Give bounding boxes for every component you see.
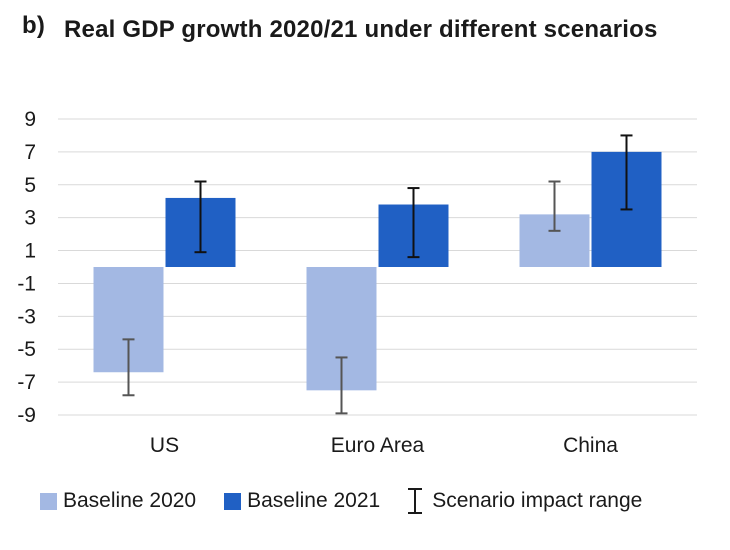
y-tick-label: -9 bbox=[17, 404, 36, 427]
bar-chart: 9 7 5 3 1 -1 -3 -5 -7 -9 US Euro Area China bbox=[17, 108, 697, 457]
legend-swatch-baseline-2021 bbox=[224, 492, 242, 510]
x-tick-label: Euro Area bbox=[331, 434, 425, 457]
y-tick-label: 3 bbox=[24, 207, 36, 230]
y-tick-label: -3 bbox=[17, 305, 36, 328]
panel-label: b) bbox=[22, 12, 46, 39]
y-tick-label: 1 bbox=[24, 240, 36, 263]
y-tick-label: 7 bbox=[24, 141, 36, 164]
y-tick-label: -7 bbox=[17, 371, 36, 394]
error-bar-icon bbox=[408, 488, 423, 514]
legend-item-scenario-range: Scenario impact range bbox=[408, 488, 642, 514]
legend-label-baseline-2021: Baseline 2021 bbox=[247, 489, 381, 512]
legend-label-scenario-range: Scenario impact range bbox=[432, 489, 643, 512]
x-tick-label: China bbox=[563, 434, 618, 457]
legend-item-baseline-2020: Baseline 2020 bbox=[40, 489, 196, 513]
legend-item-baseline-2021: Baseline 2021 bbox=[224, 489, 380, 513]
y-tick-label: -1 bbox=[17, 272, 36, 295]
y-tick-label: 5 bbox=[24, 174, 36, 197]
x-tick-label: US bbox=[150, 434, 179, 457]
chart-title: Real GDP growth 2020/21 under different … bbox=[64, 16, 658, 43]
y-tick-label: -5 bbox=[17, 338, 36, 361]
legend-label-baseline-2020: Baseline 2020 bbox=[63, 489, 197, 512]
chart-legend: Baseline 2020 Baseline 2021 Scenario imp… bbox=[40, 484, 720, 518]
y-tick-label: 9 bbox=[24, 108, 36, 131]
legend-swatch-baseline-2020 bbox=[40, 492, 57, 510]
